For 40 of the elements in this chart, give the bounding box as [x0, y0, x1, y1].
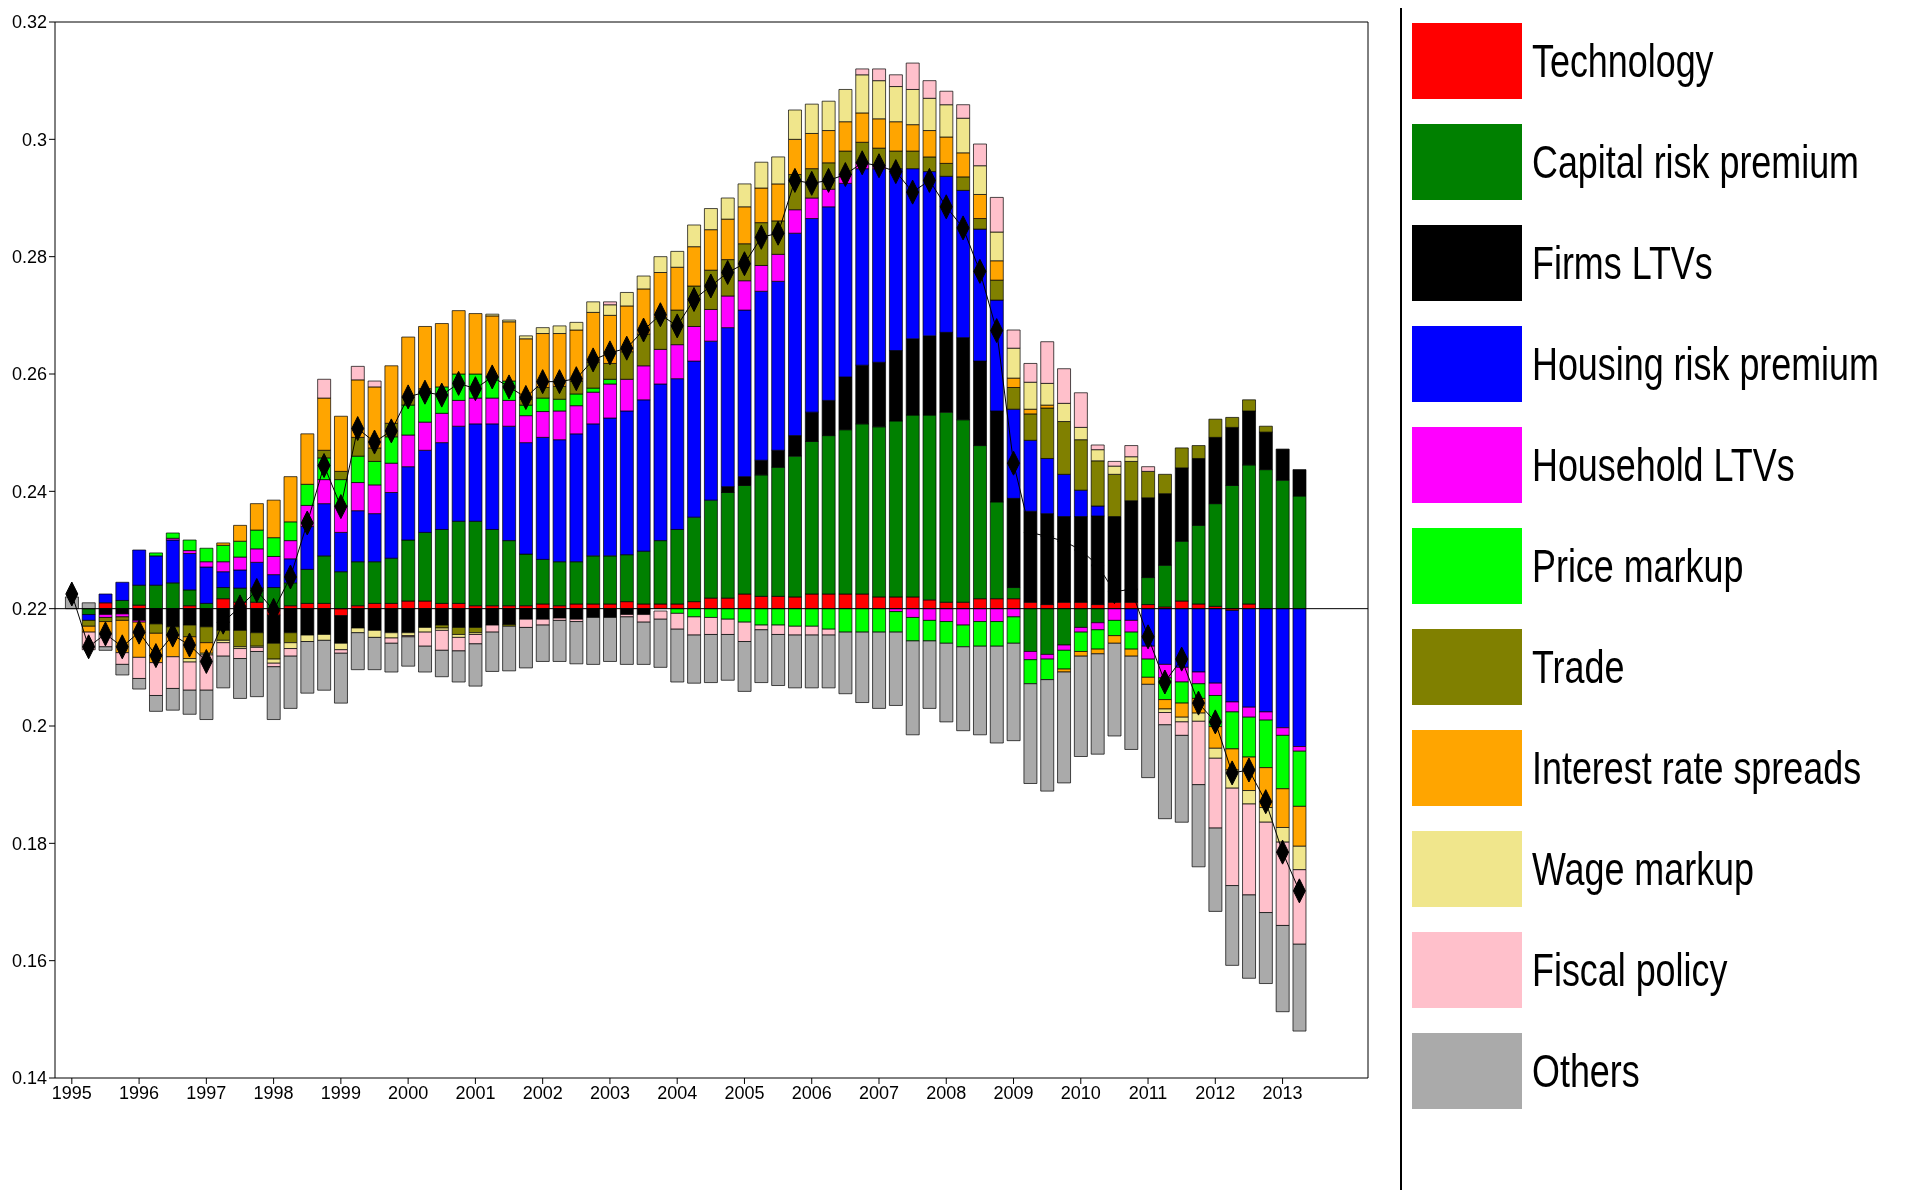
x-tick-label: 1995 [51, 1082, 92, 1103]
legend-label: Price markup [1532, 538, 1744, 593]
legend-label: Housing risk premium [1532, 336, 1879, 391]
y-tick-label: 0.24 [11, 481, 47, 502]
x-tick-label: 1996 [119, 1082, 160, 1103]
y-tick-label: 0.2 [21, 716, 47, 737]
x-tick-label: 2002 [522, 1082, 563, 1103]
legend-label: Household LTVs [1532, 437, 1795, 492]
legend-label: Interest rate spreads [1532, 740, 1862, 795]
x-tick-label: 1998 [253, 1082, 294, 1103]
x-tick-label: 2011 [1128, 1082, 1168, 1103]
x-tick-label: 1997 [186, 1082, 227, 1103]
legend-label: Fiscal policy [1532, 942, 1728, 997]
x-tick-label: 1999 [320, 1082, 361, 1103]
y-tick-label: 0.22 [11, 599, 47, 620]
y-tick-label: 0.14 [11, 1068, 47, 1089]
y-tick-label: 0.26 [11, 364, 47, 385]
x-tick-label: 2001 [455, 1082, 496, 1103]
legend-label: Capital risk premium [1532, 134, 1859, 189]
y-tick-label: 0.16 [11, 951, 47, 972]
x-tick-label: 2000 [388, 1082, 429, 1103]
x-tick-label: 2013 [1262, 1082, 1303, 1103]
x-tick-label: 2006 [791, 1082, 832, 1103]
y-tick-label: 0.32 [11, 12, 47, 33]
y-tick-label: 0.3 [21, 129, 47, 150]
x-tick-label: 2007 [858, 1082, 900, 1103]
y-tick-label: 0.18 [11, 833, 47, 854]
legend-label: Trade [1532, 639, 1625, 694]
y-tick-label: 0.28 [11, 247, 47, 268]
legend-label: Others [1532, 1043, 1640, 1098]
x-tick-label: 2010 [1060, 1082, 1101, 1103]
x-tick-label: 2009 [993, 1082, 1034, 1103]
x-tick-label: 2008 [926, 1082, 967, 1103]
x-tick-label: 2005 [724, 1082, 765, 1103]
x-tick-label: 2004 [657, 1082, 698, 1103]
legend-label: Firms LTVs [1532, 235, 1713, 290]
legend-label: Wage markup [1532, 841, 1755, 896]
x-tick-label: 2012 [1195, 1082, 1236, 1103]
legend-label: Technology [1532, 33, 1714, 88]
x-tick-label: 2003 [589, 1082, 630, 1103]
